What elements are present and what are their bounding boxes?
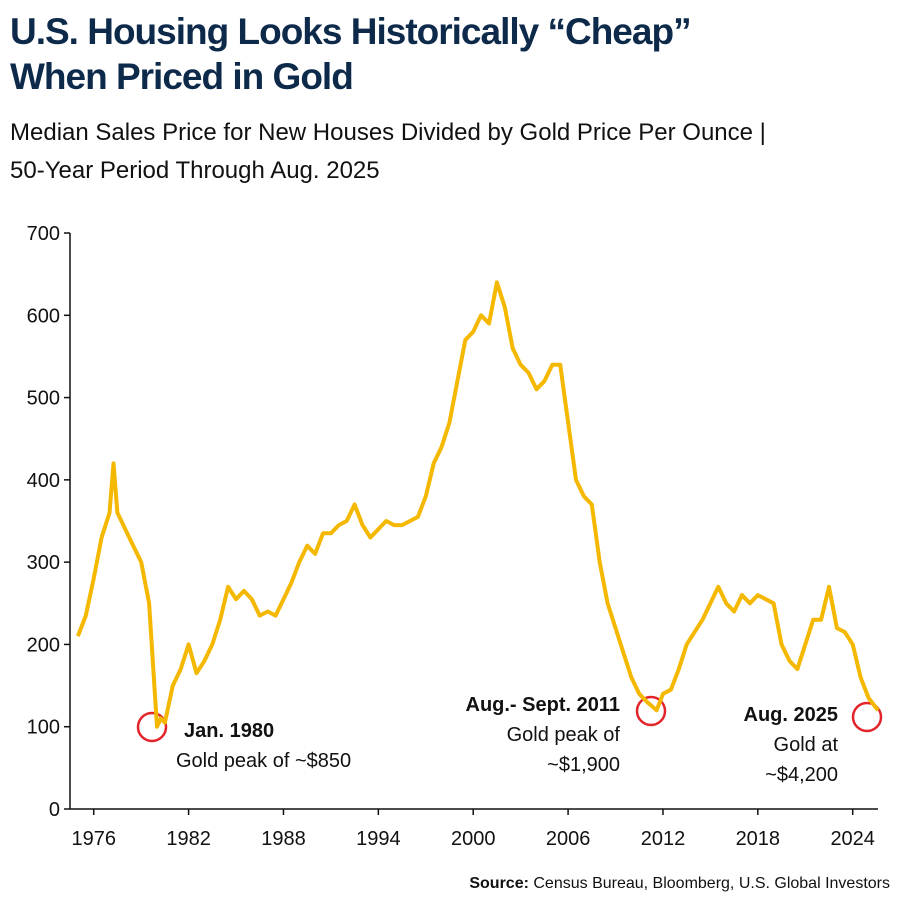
y-tick-label: 500 [27,388,60,410]
x-tick-label: 2006 [546,828,591,850]
y-tick-label: 0 [49,799,60,821]
highlight-circle [851,701,883,733]
annotation-text: Gold at [774,734,839,756]
data-line [76,280,880,729]
x-tick-label: 1982 [166,828,211,850]
annotation-text: Gold peak of ~$850 [176,750,351,772]
y-tick-label: 100 [27,717,60,739]
source: Source: Census Bureau, Bloomberg, U.S. G… [469,875,890,892]
highlight-circle [635,695,667,727]
y-tick-label: 700 [27,223,60,245]
subtitle: Median Sales Price for New Houses Divide… [10,119,766,146]
y-tick-label: 200 [27,634,60,656]
annotation-title: Jan. 1980 [184,720,274,742]
chart-title: When Priced in Gold [10,56,353,97]
source-text: Census Bureau, Bloomberg, U.S. Global In… [533,875,890,892]
x-tick-label: 2018 [736,828,781,850]
x-tick-label: 2012 [641,828,686,850]
x-tick-label: 1976 [71,828,116,850]
highlight-circle [136,711,168,743]
source-label: Source: [469,875,529,892]
x-tick-label: 1994 [356,828,401,850]
y-tick-label: 300 [27,552,60,574]
chart-title: U.S. Housing Looks Historically “Cheap” [10,11,691,52]
subtitle: 50-Year Period Through Aug. 2025 [10,157,380,184]
x-tick-label: 2000 [451,828,496,850]
annotation-title: Aug.- Sept. 2011 [466,694,621,716]
annotation-text: ~$4,200 [765,764,838,786]
y-tick-label: 600 [27,305,60,327]
y-tick-label: 400 [27,470,60,492]
x-tick-label: 1988 [261,828,306,850]
annotation-text: ~$1,900 [547,754,620,776]
x-tick-label: 2024 [830,828,875,850]
annotation-title: Aug. 2025 [744,704,838,726]
annotation-text: Gold peak of [507,724,621,746]
